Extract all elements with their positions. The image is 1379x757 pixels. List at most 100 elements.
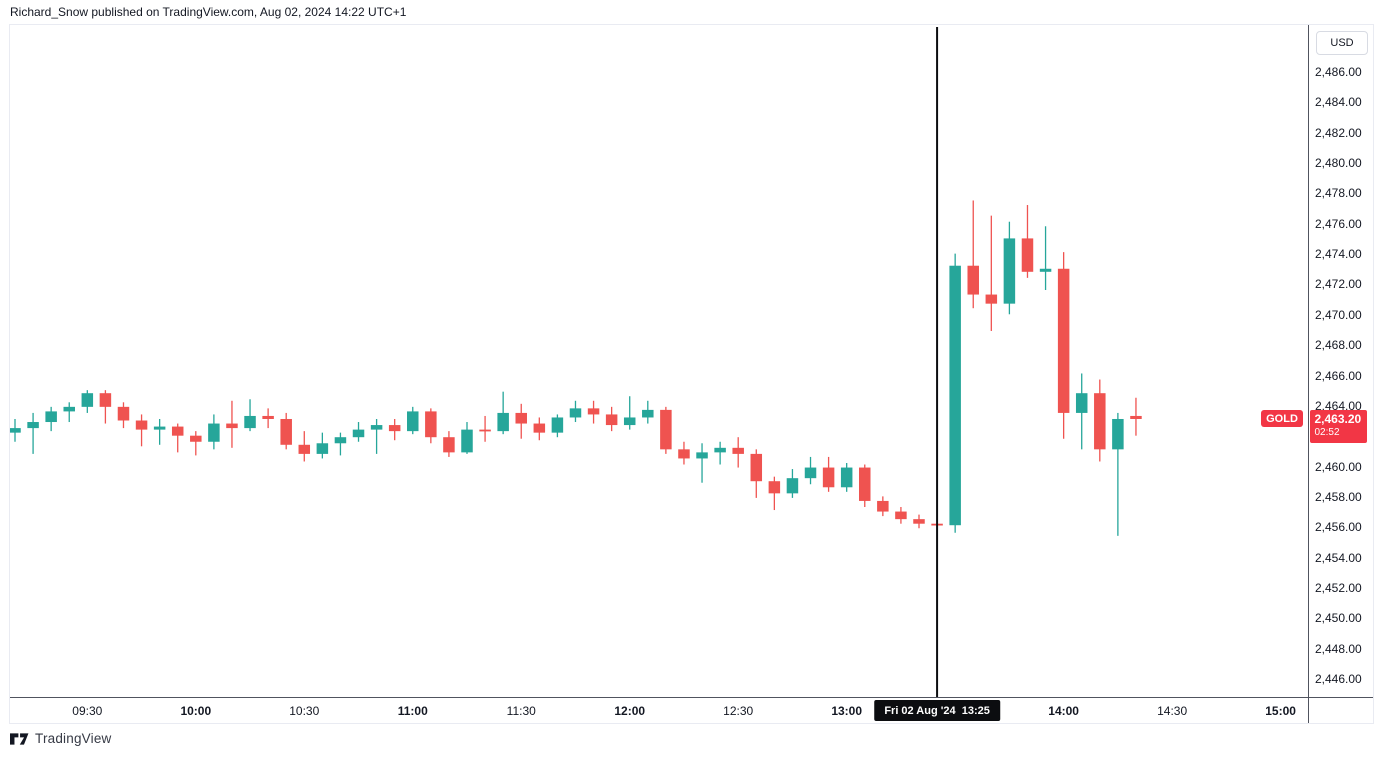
time-tick-label: 12:00 xyxy=(614,704,646,718)
candle-body xyxy=(732,447,744,454)
candle-body xyxy=(99,393,112,407)
candle-body xyxy=(153,426,166,430)
candle-body xyxy=(533,423,546,433)
candle-body xyxy=(117,406,130,421)
candle-body xyxy=(569,408,582,418)
candle-body xyxy=(642,409,654,418)
candle-body xyxy=(244,415,256,429)
currency-toggle-button[interactable]: USD xyxy=(1316,31,1368,55)
brand-footer: TradingView xyxy=(10,731,112,746)
symbol-badge: GOLD xyxy=(1261,410,1303,428)
time-tick-label: 11:00 xyxy=(397,704,428,718)
price-tick-label: 2,468.00 xyxy=(1315,338,1362,353)
candle-body xyxy=(515,412,527,424)
candle-body xyxy=(840,467,853,488)
chart-frame: GOLD USD 2,463.20 02:52 2,486.00 2,484.00… xyxy=(9,24,1374,724)
price-axis[interactable]: USD 2,463.20 02:52 2,486.00 2,484.00 2,482… xyxy=(1309,25,1373,697)
candle-body xyxy=(786,478,799,494)
bar-countdown: 02:52 xyxy=(1314,426,1340,438)
candle-body xyxy=(967,265,979,295)
price-tick-label: 2,464.00 xyxy=(1315,398,1362,413)
candle-body xyxy=(45,411,57,423)
candle-body xyxy=(81,393,94,407)
candle-body xyxy=(27,422,39,429)
time-axis[interactable]: Fri 02 Aug '24 13:25 09:30 10:00 10:30 11:0… xyxy=(10,698,1308,723)
candle-body xyxy=(605,414,618,426)
brand-name: TradingView xyxy=(35,731,112,746)
price-tick-label: 2,456.00 xyxy=(1315,520,1362,535)
candle-body xyxy=(551,417,564,433)
candle-body xyxy=(370,425,383,430)
price-tick-label: 2,448.00 xyxy=(1315,641,1362,656)
candle-body xyxy=(895,511,907,520)
candle-body xyxy=(334,437,347,444)
candle-body xyxy=(425,411,437,438)
time-tick-label: 09:30 xyxy=(72,704,103,718)
last-price-value: 2,463.20 xyxy=(1314,411,1362,426)
price-tick-label: 2,480.00 xyxy=(1315,156,1362,171)
price-tick-label: 2,446.00 xyxy=(1315,672,1362,686)
candle-body xyxy=(135,420,148,430)
candle-body xyxy=(208,423,220,442)
price-tick-label: 2,466.00 xyxy=(1315,368,1362,383)
price-tick-label: 2,478.00 xyxy=(1315,186,1362,201)
attribution-text: Richard_Snow published on TradingView.co… xyxy=(10,5,407,19)
time-tick-label: 10:00 xyxy=(180,704,212,718)
candle-body xyxy=(985,294,998,304)
time-tick-label: 15:00 xyxy=(1265,704,1296,718)
price-tick-label: 2,460.00 xyxy=(1315,459,1362,474)
candle-body xyxy=(1039,268,1052,272)
candle-body xyxy=(768,481,781,494)
candle-body xyxy=(1075,393,1088,413)
candle-body xyxy=(497,412,509,432)
candle-body xyxy=(696,452,708,459)
candle-body xyxy=(1057,268,1070,413)
price-tick-label: 2,472.00 xyxy=(1315,277,1362,292)
candle-body xyxy=(352,429,365,438)
candle-body xyxy=(479,429,491,432)
candle-body xyxy=(678,449,690,459)
price-tick-label: 2,452.00 xyxy=(1315,580,1362,595)
time-tick-label: 14:00 xyxy=(1048,704,1079,718)
time-tick-label: 12:30 xyxy=(723,704,754,718)
price-tick-label: 2,486.00 xyxy=(1315,65,1362,79)
price-tick-label: 2,474.00 xyxy=(1315,247,1362,262)
candle-body xyxy=(443,437,455,453)
candle-body xyxy=(63,406,75,412)
candle-body xyxy=(822,467,835,488)
candle-body xyxy=(804,467,817,479)
event-time-label: Fri 02 Aug '24 13:25 xyxy=(874,700,1000,721)
candle-body xyxy=(1112,418,1124,450)
price-tick-label: 2,482.00 xyxy=(1315,125,1362,140)
price-tick-label: 2,476.00 xyxy=(1315,216,1362,231)
last-price-label: 2,463.20 02:52 xyxy=(1309,409,1367,443)
candle-body xyxy=(461,429,473,453)
price-tick-label: 2,484.00 xyxy=(1315,95,1362,110)
time-tick-label: 14:30 xyxy=(1157,704,1188,718)
time-tick-label: 10:30 xyxy=(289,704,320,718)
candle-body xyxy=(1003,238,1016,304)
candle-body xyxy=(714,447,726,453)
candle-body xyxy=(1094,393,1106,450)
candle-body xyxy=(587,408,600,415)
candle-body xyxy=(226,423,238,429)
price-axis-separator xyxy=(1308,25,1309,723)
candle-body xyxy=(1021,238,1034,272)
candle-body xyxy=(388,425,401,432)
candle-body xyxy=(10,428,21,433)
candle-body xyxy=(190,435,202,442)
candle-body xyxy=(407,411,419,432)
candle-body xyxy=(877,500,889,512)
price-tick-label: 2,450.00 xyxy=(1315,611,1362,626)
tradingview-logo-icon xyxy=(10,732,29,745)
price-tick-label: 2,470.00 xyxy=(1315,307,1362,322)
candle-body xyxy=(298,444,311,454)
candle-body xyxy=(949,265,961,526)
price-tick-label: 2,458.00 xyxy=(1315,489,1362,504)
candle-body xyxy=(623,417,636,426)
price-tick-label: 2,454.00 xyxy=(1315,550,1362,565)
time-tick-label: 13:00 xyxy=(831,704,863,718)
candle-body xyxy=(750,453,763,482)
candle-body xyxy=(316,443,329,454)
